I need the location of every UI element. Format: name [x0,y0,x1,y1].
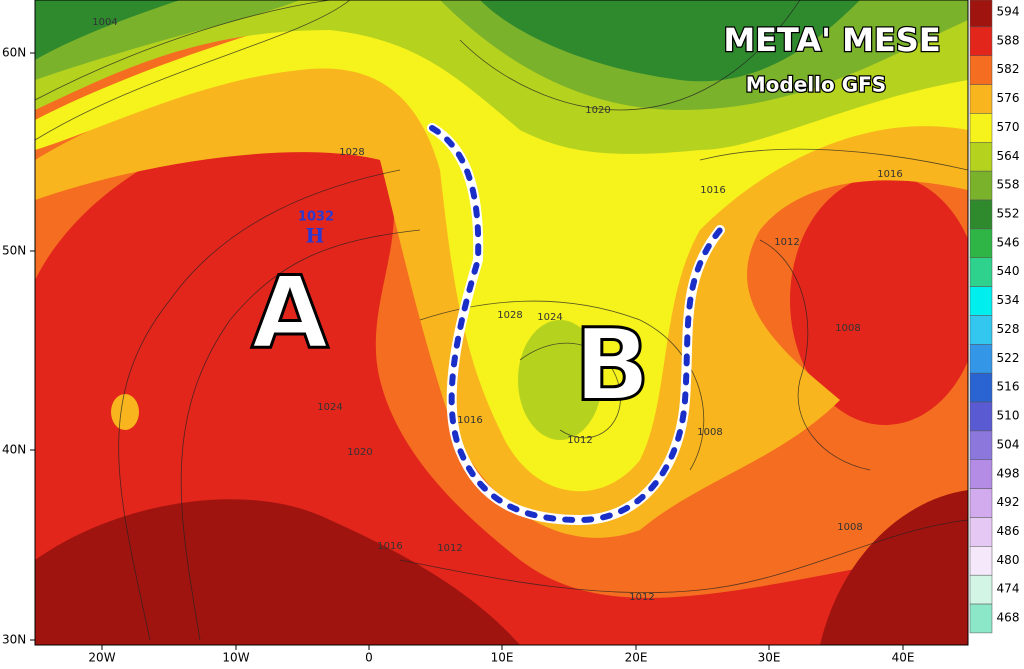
colorbar-label: 576 [997,91,1020,105]
colorbar-swatch [969,603,993,634]
isobar-label: 1024 [317,402,342,413]
colorbar-label: 468 [997,611,1020,625]
colorbar-swatch [969,113,993,143]
colorbar-swatch [969,199,993,230]
colorbar-swatch [969,26,993,56]
colorbar-label: 510 [997,409,1020,423]
isobar-label: 1016 [877,169,902,180]
colorbar-label: 588 [997,33,1020,47]
isobar-label: 1008 [837,522,862,533]
colorbar-label: 480 [997,553,1020,567]
colorbar-label: 516 [997,380,1020,394]
colorbar-label: 474 [997,582,1020,596]
colorbar-label: 528 [997,322,1020,336]
colorbar-label: 492 [997,495,1020,509]
lon-label: 40E [892,651,915,665]
lat-label: 60N [2,46,26,60]
lat-label: 50N [2,244,26,258]
title: META' MESE [723,21,940,59]
isobar-label: 1016 [377,541,402,552]
colorbar-swatch [969,84,993,114]
lon-label: 30E [758,651,781,665]
colorbar-swatch [969,517,993,547]
colorbar-swatch [969,170,993,201]
lon-label: 10E [491,651,514,665]
map-field [35,0,968,645]
colorbar-label: 558 [997,178,1020,192]
isobar-label: 1020 [585,105,610,116]
lon-label: 10W [222,651,249,665]
colorbar-label: 594 [997,5,1020,19]
isobar-label: 1024 [537,312,562,323]
isobar-label: 1012 [629,592,654,603]
isobar-label: 1012 [774,237,799,248]
colorbar-label: 570 [997,120,1020,134]
low-label: B [574,306,650,423]
isobar-label: 1028 [339,147,364,158]
colorbar-label: 540 [997,264,1020,278]
colorbar-swatch [969,315,993,345]
colorbar-swatch [969,372,993,403]
isobar-label: 1020 [347,447,372,458]
isobar-label: 1008 [697,427,722,438]
colorbar-swatch [969,459,993,489]
colorbar-label: 534 [997,293,1020,307]
colorbar-swatch [969,401,993,432]
colorbar-label: 564 [997,149,1020,163]
lon-label: 20E [625,651,648,665]
colorbar-label: 582 [997,62,1020,76]
lon-label: 0 [365,651,373,665]
colorbar-swatch [969,488,993,518]
colorbar-swatch [969,574,993,605]
colorbar-swatch [969,228,993,258]
isobar-label: 1012 [437,543,462,554]
isobar-label: 1028 [497,310,522,321]
colorbar-label: 504 [997,437,1020,451]
colorbar-swatch [969,257,993,287]
colorbar-label: 486 [997,524,1020,538]
isobar-label: 1008 [835,323,860,334]
colorbar-swatch [969,430,993,461]
colorbar-swatch [969,286,993,316]
colorbar-label: 546 [997,235,1020,249]
lon-label: 20W [88,651,115,665]
colorbar-swatch [969,142,993,172]
high-label: A [251,254,328,371]
colorbar-label: 552 [997,207,1020,221]
colorbar-swatch [969,55,993,85]
colorbar-swatch [969,0,993,28]
colorbar-swatch [969,546,993,576]
colorbar-swatch [969,344,993,374]
isobar-label: 1012 [567,435,592,446]
isobar-label: 1004 [92,17,117,28]
colorbar-label: 498 [997,466,1020,480]
isobar-label: 1016 [700,185,725,196]
subtitle: Modello GFS [746,73,886,97]
isobar-label: 1016 [457,415,482,426]
high-pressure: 1032 [298,210,334,225]
lat-label: 40N [2,443,26,457]
high-mark: H [306,224,325,248]
colorbar-label: 522 [997,351,1020,365]
lat-label: 30N [2,633,26,647]
